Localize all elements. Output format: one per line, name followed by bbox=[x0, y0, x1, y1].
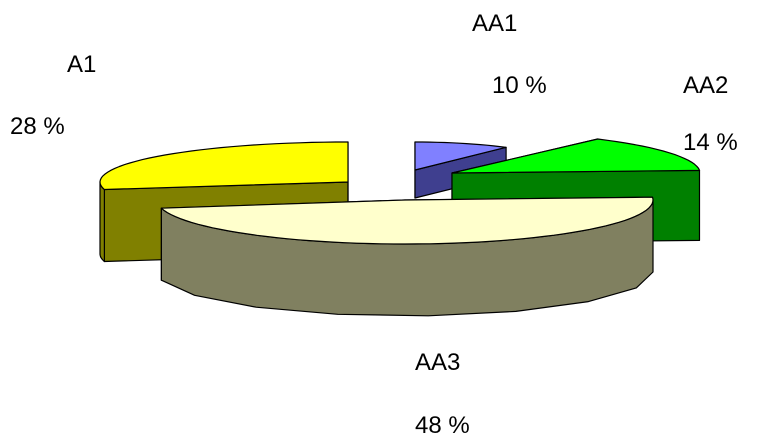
slice-value-a1: 28 % bbox=[10, 113, 65, 140]
slice-top-aa1 bbox=[414, 141, 507, 171]
slice-top-a1 bbox=[99, 141, 349, 191]
pie-labels: AA1 10 % AA2 14 % AA3 48 % A1 28 % bbox=[10, 10, 738, 439]
slice-top-aa3 bbox=[160, 196, 654, 245]
slice-label-aa1: AA1 bbox=[472, 10, 517, 37]
slice-label-a1: A1 bbox=[67, 51, 96, 78]
slice-value-aa2: 14 % bbox=[683, 129, 738, 156]
slice-top-aa2 bbox=[451, 138, 701, 174]
pie-slices bbox=[99, 138, 701, 317]
slice-label-aa3: AA3 bbox=[415, 349, 460, 376]
slice-value-aa1: 10 % bbox=[492, 72, 547, 99]
slice-label-aa2: AA2 bbox=[683, 72, 728, 99]
slice-side-a1 bbox=[99, 181, 105, 263]
slice-value-aa3: 48 % bbox=[415, 412, 470, 439]
